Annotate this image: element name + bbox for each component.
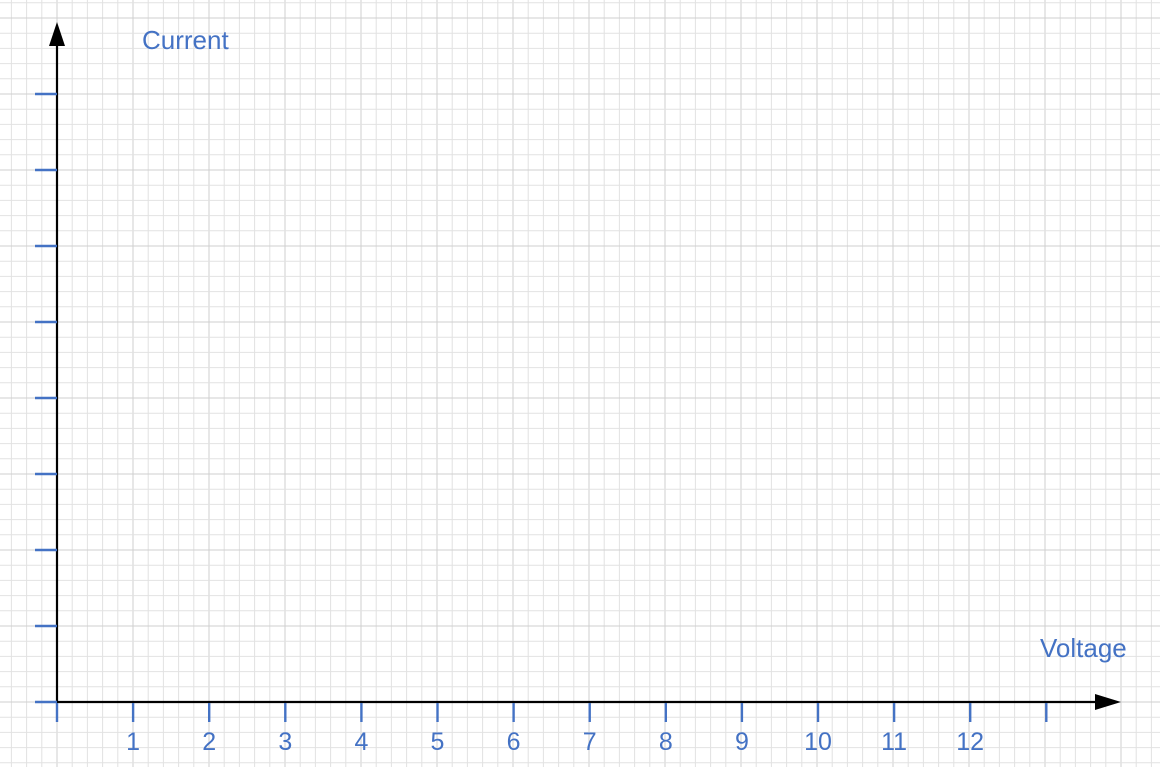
x-tick-label: 6 [507, 728, 521, 756]
x-tick-label: 12 [956, 728, 984, 756]
x-tick-label: 9 [735, 728, 749, 756]
x-tick-label: 3 [278, 728, 292, 756]
y-axis-arrowhead [49, 22, 65, 46]
x-tick-label: 2 [202, 728, 216, 756]
x-axis-arrowhead [1095, 694, 1121, 710]
axis-ticks [35, 92, 1048, 722]
axes [49, 22, 1121, 710]
x-tick-label: 1 [126, 728, 140, 756]
tick-labels: 1 2 3 4 5 6 7 8 9 10 11 12 [126, 728, 984, 756]
x-tick-label: 4 [354, 728, 368, 756]
x-tick-label: 5 [431, 728, 445, 756]
x-axis-title: Voltage [1040, 633, 1127, 663]
y-axis-title: Current [142, 25, 229, 55]
x-tick-label: 7 [583, 728, 597, 756]
x-tick-label: 8 [659, 728, 673, 756]
x-tick-label: 10 [804, 728, 832, 756]
x-tick-label: 11 [881, 728, 907, 756]
